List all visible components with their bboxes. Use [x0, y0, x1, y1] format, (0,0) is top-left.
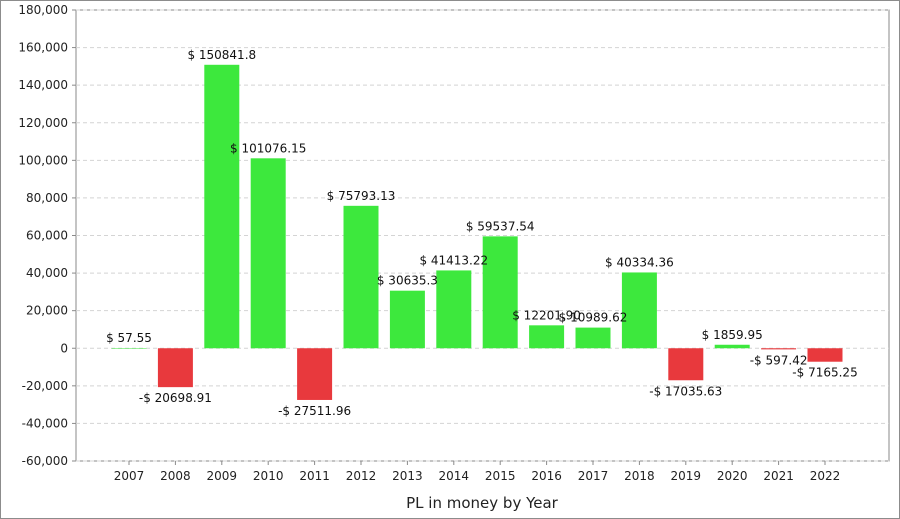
data-label-2012: $ 75793.13: [327, 189, 396, 203]
x-tick-label-2019: 2019: [671, 469, 702, 483]
y-tick-label: 80,000: [26, 191, 68, 205]
x-tick-label-2010: 2010: [253, 469, 284, 483]
y-tick-label: 160,000: [18, 41, 68, 55]
y-tick-label: 140,000: [18, 78, 68, 92]
data-labels: $ 57.55 -$ 20698.91 $ 150841.8 $ 101076.15 -…: [106, 48, 858, 418]
bar-2013: [389, 290, 425, 349]
data-label-2007: $ 57.55: [106, 331, 152, 345]
data-label-2014: $ 41413.22: [419, 253, 488, 267]
x-tick-label-2009: 2009: [207, 469, 238, 483]
bar-2018: [621, 272, 657, 349]
x-tick-label-2007: 2007: [114, 469, 145, 483]
x-tick-label-2016: 2016: [531, 469, 562, 483]
y-tick-label: -40,000: [22, 416, 68, 430]
data-label-2018: $ 40334.36: [605, 255, 674, 269]
bar-2016: [529, 325, 565, 349]
x-tick-label-2012: 2012: [346, 469, 377, 483]
y-tick-label: -60,000: [22, 454, 68, 468]
data-label-2022: -$ 7165.25: [792, 366, 857, 380]
bar-2014: [436, 270, 472, 349]
y-tick-label: 60,000: [26, 229, 68, 243]
x-tick-label-2014: 2014: [439, 469, 470, 483]
x-tick-label-2015: 2015: [485, 469, 516, 483]
x-tick-label-2022: 2022: [810, 469, 841, 483]
bar-2010: [250, 158, 286, 349]
x-axis: 2007 2008 2009 2010 2011 2012 2013 2014 2015 2016…: [114, 461, 841, 483]
data-label-2021: -$ 597.42: [750, 353, 808, 367]
y-tick-label: 0: [60, 341, 68, 355]
y-tick-label: 120,000: [18, 116, 68, 130]
bar-2007: [111, 348, 147, 349]
bars: [111, 64, 843, 400]
bar-2019: [668, 348, 704, 381]
data-label-2013: $ 30635.3: [377, 274, 438, 288]
data-label-2011: -$ 27511.96: [278, 404, 351, 418]
y-tick-label: 180,000: [18, 3, 68, 17]
y-tick-label: -20,000: [22, 379, 68, 393]
y-axis: 180,000 160,000 140,000 120,000 100,000 80,00…: [18, 3, 76, 468]
data-label-2016: $ 12201.90: [512, 308, 581, 322]
data-label-2019: -$ 17035.63: [649, 384, 722, 398]
bar-2008: [157, 348, 193, 388]
x-tick-label-2021: 2021: [763, 469, 794, 483]
data-label-2015: $ 59537.54: [466, 219, 535, 233]
y-tick-label: 40,000: [26, 266, 68, 280]
data-label-2009: $ 150841.8: [187, 48, 256, 62]
y-tick-label: 100,000: [18, 153, 68, 167]
x-tick-label-2013: 2013: [392, 469, 423, 483]
x-tick-label-2017: 2017: [578, 469, 609, 483]
bar-2020: [714, 344, 750, 349]
bar-2009: [204, 64, 240, 349]
bar-2022: [807, 348, 843, 362]
bar-2011: [297, 348, 333, 400]
x-tick-label-2011: 2011: [299, 469, 330, 483]
bar-2021: [761, 348, 797, 350]
data-label-2020: $ 1859.95: [702, 328, 763, 342]
bar-2012: [343, 205, 379, 349]
x-axis-title: PL in money by Year: [406, 494, 559, 512]
data-label-2008: -$ 20698.91: [139, 391, 212, 405]
data-label-2017: $ 10989.62: [559, 311, 628, 325]
bar-2017: [575, 327, 611, 349]
x-tick-label-2008: 2008: [160, 469, 191, 483]
x-tick-label-2020: 2020: [717, 469, 748, 483]
x-tick-label-2018: 2018: [624, 469, 655, 483]
bar-2015: [482, 236, 518, 349]
y-tick-label: 20,000: [26, 304, 68, 318]
data-label-2010: $ 101076.15: [230, 141, 306, 155]
